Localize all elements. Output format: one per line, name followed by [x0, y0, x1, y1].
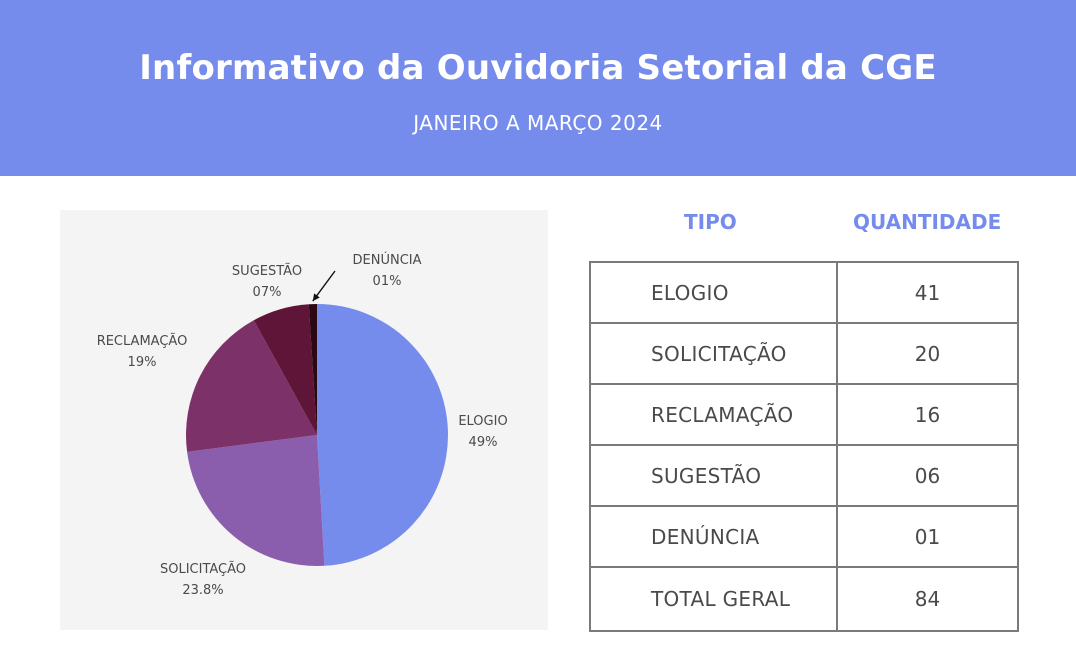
slice-pct-label-1: 23.8%: [182, 583, 223, 598]
table-row: RECLAMAÇÃO 16: [591, 385, 1017, 446]
table-cell-type: ELOGIO: [591, 263, 838, 322]
page-title: Informativo da Ouvidoria Setorial da CGE: [139, 48, 937, 88]
slice-label-0: ELOGIO: [458, 414, 507, 429]
slice-pct-label-4: 01%: [373, 274, 402, 289]
table-row: SOLICITAÇÃO 20: [591, 324, 1017, 385]
table-cell-quantity: 16: [914, 402, 941, 427]
table-cell-type: SUGESTÃO: [591, 446, 838, 505]
table-cell-quantity: 20: [914, 341, 941, 366]
table-cell-type: RECLAMAÇÃO: [591, 385, 838, 444]
pie-chart: ELOGIO 49% SOLICITAÇÃO 23.8% RECLAMAÇÃO 19% SU…: [97, 252, 508, 598]
table-cell-quantity: 06: [914, 463, 941, 488]
pie-slice-3: [253, 304, 317, 435]
slice-label-3: SUGESTÃO: [232, 263, 302, 279]
table-row: ELOGIO 41: [591, 263, 1017, 324]
table-cell-type: TOTAL GERAL: [591, 568, 838, 630]
pie-slice-4: [308, 304, 317, 435]
slice-label-1: SOLICITAÇÃO: [160, 561, 246, 577]
table-cell-type: DENÚNCIA: [591, 507, 838, 566]
table-cell-quantity: 41: [914, 280, 941, 305]
slice-pct-label-2: 19%: [128, 355, 157, 370]
slice-label-4: DENÚNCIA: [353, 252, 422, 268]
pie-slice-0: [317, 304, 449, 566]
table-row: DENÚNCIA 01: [591, 507, 1017, 568]
data-table: ELOGIO 41 SOLICITAÇÃO 20 RECLAMAÇÃO 16 S…: [589, 261, 1019, 632]
table-cell-quantity: 01: [914, 524, 941, 549]
table-header-type: TIPO: [684, 210, 737, 234]
pie-slice-2: [186, 320, 317, 452]
slice-label-2: RECLAMAÇÃO: [97, 333, 188, 349]
slice-pct-label-3: 07%: [253, 285, 282, 300]
pie-slice-1: [187, 435, 325, 566]
page-subtitle: JANEIRO A MARÇO 2024: [413, 111, 663, 135]
table-cell-quantity: 84: [914, 587, 941, 611]
table-header-quantity: QUANTIDADE: [853, 210, 1002, 234]
table-row-total: TOTAL GERAL 84: [591, 568, 1017, 630]
denuncia-arrowhead: [312, 293, 320, 302]
pie-chart-panel: ELOGIO 49% SOLICITAÇÃO 23.8% RECLAMAÇÃO 19% SU…: [60, 210, 548, 630]
slice-pct-label-0: 49%: [469, 435, 498, 450]
table-cell-type: SOLICITAÇÃO: [591, 324, 838, 383]
header-banner: Informativo da Ouvidoria Setorial da CGE…: [0, 0, 1076, 176]
table-row: SUGESTÃO 06: [591, 446, 1017, 507]
